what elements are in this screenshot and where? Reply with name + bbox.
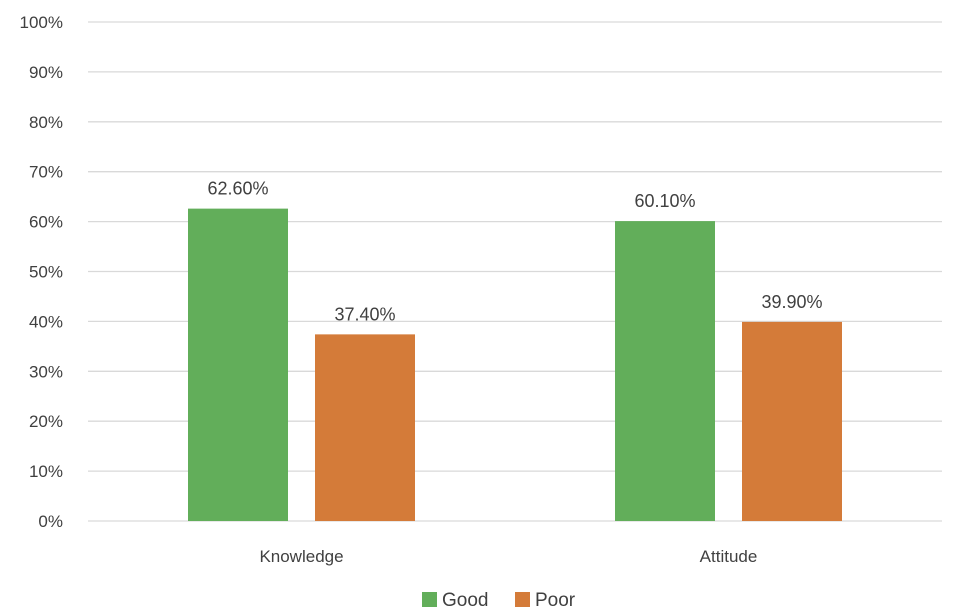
data-label: 37.40% bbox=[334, 304, 395, 324]
data-label: 62.60% bbox=[207, 179, 268, 199]
data-labels: 62.60% 37.40% 60.10% 39.90% bbox=[207, 179, 822, 325]
y-tick-label: 0% bbox=[38, 512, 63, 531]
y-tick-label: 30% bbox=[29, 362, 63, 381]
x-tick-label: Knowledge bbox=[259, 547, 343, 566]
legend-swatch-poor bbox=[515, 592, 530, 607]
bar-poor-attitude bbox=[742, 321, 842, 521]
y-tick-label: 20% bbox=[29, 412, 63, 431]
y-tick-label: 60% bbox=[29, 213, 63, 232]
y-tick-label: 40% bbox=[29, 312, 63, 331]
y-tick-label: 100% bbox=[20, 13, 63, 32]
legend-label-poor: Poor bbox=[535, 590, 576, 611]
bar-poor-knowledge bbox=[315, 334, 415, 521]
y-tick-label: 10% bbox=[29, 462, 63, 481]
y-tick-label: 50% bbox=[29, 263, 63, 282]
bar-good-knowledge bbox=[188, 208, 288, 521]
bars bbox=[188, 208, 842, 521]
legend: Good Poor bbox=[422, 590, 576, 611]
y-axis-tick-labels: 0% 10% 20% 30% 40% 50% 60% 70% 80% 90% 100% bbox=[20, 13, 63, 531]
y-tick-label: 70% bbox=[29, 163, 63, 182]
legend-swatch-good bbox=[422, 592, 437, 607]
x-tick-label: Attitude bbox=[700, 547, 758, 566]
legend-label-good: Good bbox=[442, 590, 488, 611]
x-axis-tick-labels: Knowledge Attitude bbox=[259, 547, 757, 566]
y-tick-label: 80% bbox=[29, 113, 63, 132]
y-tick-label: 90% bbox=[29, 63, 63, 82]
bar-good-attitude bbox=[615, 221, 715, 521]
data-label: 60.10% bbox=[634, 191, 695, 211]
data-label: 39.90% bbox=[761, 292, 822, 312]
